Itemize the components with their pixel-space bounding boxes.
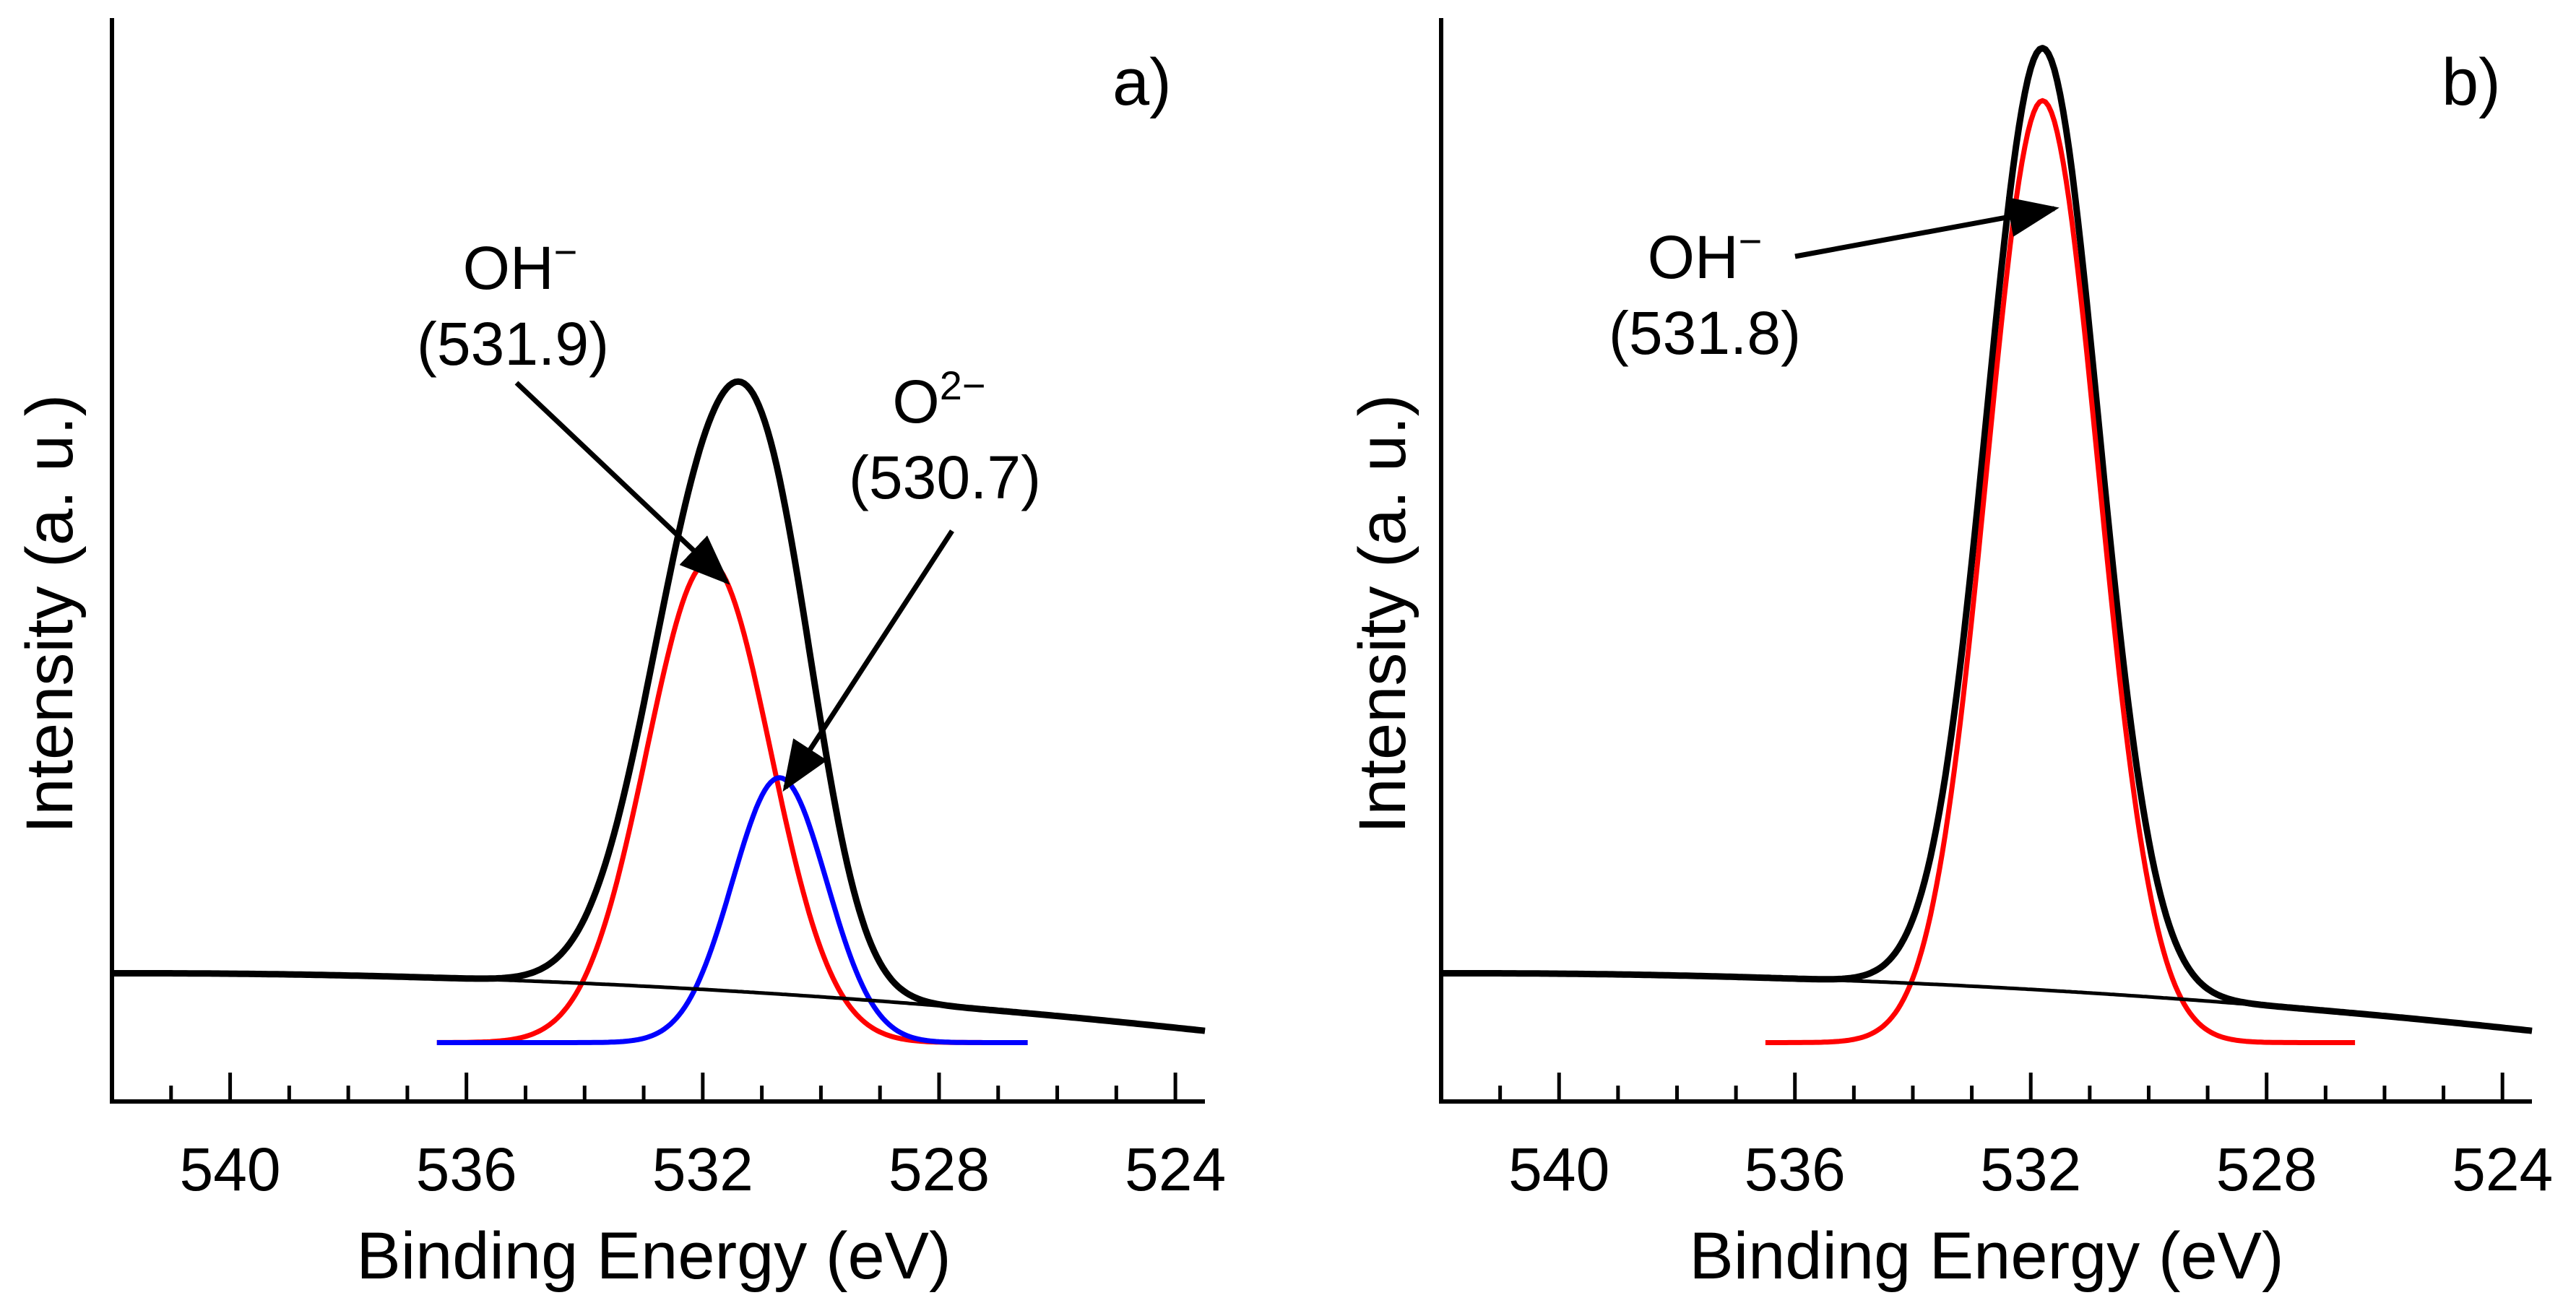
panel-b-label: b): [2442, 46, 2501, 119]
panel-a-label: a): [1112, 46, 1172, 119]
panel-b-tick-label: 540: [1508, 1135, 1609, 1203]
annotation-o2-a-value: (530.7): [849, 443, 1041, 511]
annotation-oh-a: OH−: [463, 229, 578, 302]
panel-a-y-axis-label: Intensity (a. u.): [13, 394, 87, 834]
panel-a-tick-label: 524: [1125, 1135, 1226, 1203]
panel-b-y-axis-label: Intensity (a. u.): [1346, 394, 1419, 834]
panel-a-x-axis-label: Binding Energy (eV): [356, 1219, 951, 1293]
series-oh-component: [1765, 98, 2356, 1045]
panel-a-tick-label: 528: [889, 1135, 990, 1203]
panel-b-tick-label: 532: [1980, 1135, 2081, 1203]
panel-a: a) Binding Energy (eV) Intensity (a. u.)…: [13, 18, 1226, 1293]
panel-a-tick-label: 540: [179, 1135, 280, 1203]
series-oh-component: [436, 559, 1028, 1045]
annotation-arrow: [1794, 196, 2059, 259]
series-background: [1441, 971, 2533, 1033]
series-background: [112, 971, 1206, 1033]
panel-b-x-axis-label: Binding Energy (eV): [1689, 1219, 2283, 1293]
panel-b-tick-label: 528: [2216, 1135, 2317, 1203]
series-o2-component: [436, 775, 1028, 1045]
panel-b-tick-label: 524: [2452, 1135, 2553, 1203]
annotation-o2-a: O2−: [892, 363, 985, 436]
annotation-oh-a-value: (531.9): [417, 310, 609, 378]
series-envelope: [1440, 45, 2533, 1034]
annotation-arrow: [514, 381, 730, 585]
panel-a-tick-label: 532: [652, 1135, 753, 1203]
annotation-oh-b: OH−: [1648, 218, 1763, 291]
panel-b: b) Binding Energy (eV) Intensity (a. u.)…: [1346, 18, 2553, 1293]
annotation-oh-b-value: (531.8): [1609, 299, 1801, 367]
annotation-arrow: [782, 529, 954, 792]
panel-b-tick-label: 536: [1745, 1135, 1846, 1203]
panel-a-tick-label: 536: [416, 1135, 517, 1203]
